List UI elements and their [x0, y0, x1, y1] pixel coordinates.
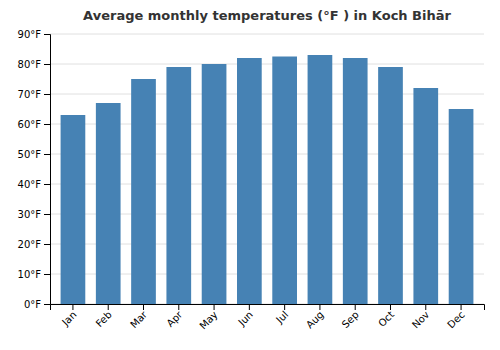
- x-tick: Jul: [273, 304, 290, 326]
- y-tick-mark: [44, 214, 50, 215]
- y-tick: 10°F: [18, 269, 50, 280]
- y-axis-line: [44, 35, 51, 305]
- y-tick: 60°F: [18, 119, 50, 130]
- x-tick-label: Jan: [59, 309, 78, 328]
- x-tick-mark: [355, 304, 356, 310]
- grid-line: [50, 34, 484, 35]
- x-tick-label: Jun: [235, 309, 255, 329]
- bar: [378, 67, 403, 304]
- x-tick-label: Dec: [445, 309, 466, 330]
- plot: 0°F 10°F 20°F 30°F 40°F 50°F 60°F 70°F 80°F 90°F J…: [18, 29, 485, 332]
- y-tick-label: 70°F: [18, 89, 42, 100]
- x-tick: Mar: [128, 304, 150, 330]
- y-tick-mark: [44, 304, 50, 305]
- x-tick-label: Apr: [164, 308, 185, 329]
- x-tick-mark: [72, 304, 73, 310]
- x-tick-label: Oct: [376, 309, 396, 329]
- y-tick-mark: [44, 274, 50, 275]
- y-tick: 20°F: [18, 239, 50, 250]
- y-tick-mark: [44, 94, 50, 95]
- bar: [61, 115, 86, 304]
- grid: [50, 34, 484, 304]
- y-tick-mark: [44, 184, 50, 185]
- y-tick: 30°F: [18, 209, 50, 220]
- chart: 0°F 10°F 20°F 30°F 40°F 50°F 60°F 70°F 80°F 90°F J…: [0, 0, 500, 350]
- y-tick-label: 50°F: [18, 149, 42, 160]
- y-tick: 50°F: [18, 149, 50, 160]
- y-tick-mark: [44, 154, 50, 155]
- x-tick-mark: [143, 304, 144, 310]
- y-tick-label: 80°F: [18, 59, 42, 70]
- x-tick-mark: [108, 304, 109, 310]
- y-tick-label: 40°F: [18, 179, 42, 190]
- y-tick: 70°F: [18, 89, 50, 100]
- x-tick-mark: [319, 304, 320, 310]
- x-tick-label: Feb: [94, 309, 114, 329]
- x-tick: Nov: [410, 304, 432, 331]
- y-tick-label: 0°F: [24, 299, 41, 310]
- x-tick-mark: [461, 304, 462, 310]
- x-tick-label: Nov: [410, 309, 432, 331]
- bar: [308, 55, 333, 304]
- bar: [272, 57, 297, 305]
- y-tick: 40°F: [18, 179, 50, 190]
- bar: [202, 64, 227, 304]
- x-tick-mark: [214, 304, 215, 310]
- y-axis: 0°F 10°F 20°F 30°F 40°F 50°F 60°F 70°F 80°F 90°F: [18, 29, 51, 310]
- y-tick-mark: [44, 64, 50, 65]
- bar: [96, 103, 121, 304]
- x-tick-mark: [249, 304, 250, 310]
- y-tick: 80°F: [18, 59, 50, 70]
- x-tick: Apr: [164, 304, 185, 329]
- y-tick-label: 30°F: [18, 209, 42, 220]
- bar: [449, 109, 474, 304]
- x-tick: Oct: [376, 304, 396, 329]
- y-tick-label: 90°F: [18, 29, 42, 40]
- bar: [343, 58, 368, 304]
- y-tick: 0°F: [24, 299, 50, 310]
- x-tick-mark: [425, 304, 426, 310]
- x-tick-label: May: [197, 309, 219, 331]
- y-tick-mark: [44, 34, 50, 35]
- x-tick: Jun: [235, 304, 255, 328]
- x-tick: May: [197, 304, 219, 331]
- x-tick: Aug: [304, 304, 326, 331]
- x-tick-label: Mar: [128, 308, 150, 330]
- x-tick: Dec: [445, 304, 466, 330]
- bars: [61, 55, 474, 304]
- bar: [237, 58, 262, 304]
- y-tick-label: 20°F: [18, 239, 42, 250]
- x-tick-mark: [390, 304, 391, 310]
- y-tick-label: 60°F: [18, 119, 42, 130]
- x-tick-label: Aug: [304, 309, 326, 331]
- x-tick-label: Sep: [340, 309, 361, 330]
- y-tick-mark: [44, 244, 50, 245]
- grid-line: [50, 64, 484, 65]
- title: Average monthly temperatures (°F ) in Ko…: [83, 8, 451, 23]
- x-tick-mark: [284, 304, 285, 310]
- bar: [131, 79, 156, 304]
- y-tick-label: 10°F: [18, 269, 42, 280]
- x-axis: Jan Feb Mar Apr May Jun Jul Aug Sep Oct Nov Dec: [51, 304, 485, 331]
- x-tick-label: Jul: [273, 309, 290, 326]
- x-tick: Jan: [59, 304, 78, 328]
- y-tick-mark: [44, 124, 50, 125]
- bar: [166, 67, 191, 304]
- x-axis-line: [51, 305, 485, 311]
- y-tick: 90°F: [18, 29, 50, 40]
- x-tick: Feb: [94, 304, 114, 329]
- x-tick-mark: [178, 304, 179, 310]
- bar: [413, 88, 438, 304]
- x-tick: Sep: [340, 304, 361, 330]
